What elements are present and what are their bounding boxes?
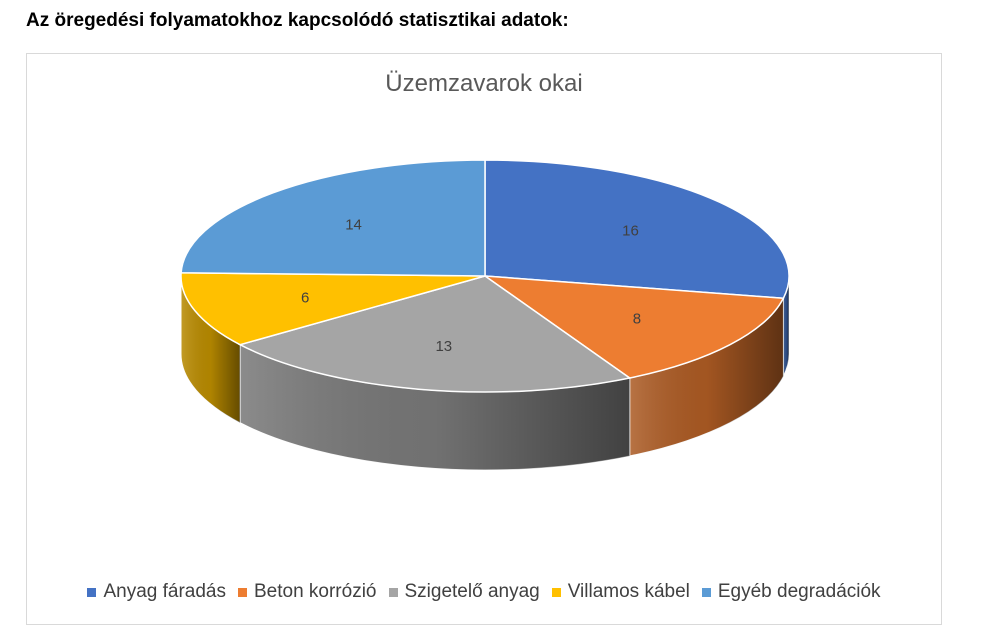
data-label-anyag-faradas: 16 — [622, 222, 639, 239]
chart-title: Üzemzavarok okai — [385, 70, 583, 97]
legend-label: Egyéb degradációk — [717, 581, 881, 602]
chart-legend: Anyag fáradás Beton korrózió Szigetelő any… — [27, 581, 941, 603]
legend-item-villamos-kabel: Villamos kábel — [551, 581, 690, 603]
legend-swatch — [701, 587, 711, 597]
data-label-egyeb-degradaciok: 14 — [345, 216, 362, 233]
legend-item-beton-korrozio: Beton korrózió — [237, 581, 377, 603]
page-heading: Az öregedési folyamatokhoz kapcsolódó st… — [26, 10, 569, 31]
pie-side-shading-beton-korrozio — [629, 298, 784, 457]
data-label-villamos-kabel: 6 — [301, 289, 309, 306]
legend-swatch — [388, 587, 398, 597]
data-label-beton-korrozio: 8 — [633, 311, 641, 328]
legend-item-szigetelo-anyag: Szigetelő anyag — [388, 581, 540, 603]
legend-swatch — [87, 587, 97, 597]
pie-slice-villamos-kabel — [180, 272, 486, 346]
pie-side-shading-szigetelo-anyag — [240, 344, 630, 471]
pie-slice-egyeb-degradaciok — [180, 159, 486, 277]
pie-slice-szigetelo-anyag — [238, 275, 632, 393]
pie-slice-beton-korrozio — [482, 275, 785, 379]
data-label-szigetelo-anyag: 13 — [435, 338, 452, 355]
legend-item-anyag-faradas: Anyag fáradás — [87, 581, 226, 603]
legend-label: Anyag fáradás — [103, 581, 226, 602]
legend-label: Villamos kábel — [567, 581, 690, 602]
legend-item-egyeb-degradaciok: Egyéb degradációk — [701, 581, 881, 603]
pie-chart: 16 8 13 6 14 Üzemzavarok okai Anyag fáradás B… — [26, 53, 942, 625]
legend-swatch — [237, 587, 247, 597]
pie-chart-canvas: 16 8 13 6 14 — [180, 159, 790, 471]
legend-label: Szigetelő anyag — [404, 581, 540, 602]
pie-side-shading-anyag-faradas — [783, 276, 789, 377]
legend-swatch — [551, 587, 561, 597]
pie-slice-anyag-faradas — [484, 159, 790, 300]
legend-label: Beton korrózió — [253, 581, 377, 602]
